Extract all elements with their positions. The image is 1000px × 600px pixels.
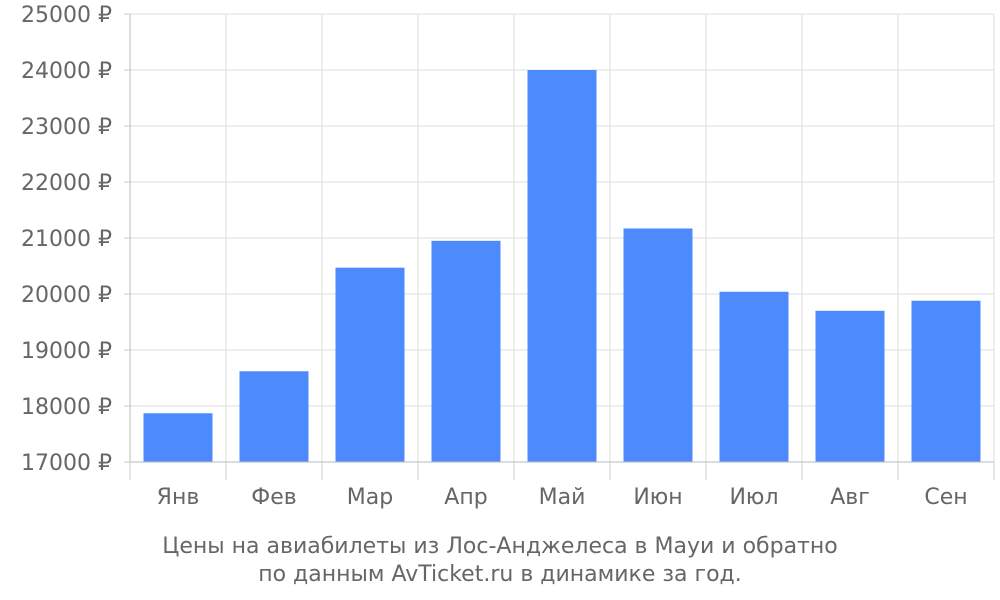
x-tick-label: Мар xyxy=(347,485,393,510)
bars xyxy=(143,70,981,462)
y-tick-label: 19000 ₽ xyxy=(21,339,112,364)
y-tick-labels: 17000 ₽ 18000 ₽ 19000 ₽ 20000 ₽ 21000 ₽ 22000… xyxy=(21,3,112,476)
x-tick-label: Май xyxy=(539,485,586,510)
chart-caption: Цены на авиабилеты из Лос-Анджелеса в Ма… xyxy=(0,533,1000,589)
bar xyxy=(527,70,597,462)
bar xyxy=(335,267,405,462)
y-tick-label: 17000 ₽ xyxy=(21,451,112,476)
bar xyxy=(143,413,213,462)
x-tick-label: Сен xyxy=(924,485,967,510)
x-tick-label: Янв xyxy=(157,485,200,510)
bar xyxy=(431,240,501,462)
x-tick-label: Авг xyxy=(830,485,870,510)
y-tick-label: 25000 ₽ xyxy=(21,3,112,28)
x-tick-label: Фев xyxy=(251,485,296,510)
bar xyxy=(719,291,789,462)
bar xyxy=(815,310,885,462)
y-tick-label: 24000 ₽ xyxy=(21,59,112,84)
bar xyxy=(911,300,981,462)
y-tick-label: 21000 ₽ xyxy=(21,227,112,252)
caption-line-1: Цены на авиабилеты из Лос-Анджелеса в Ма… xyxy=(162,534,838,559)
caption-line-2: по данным AvTicket.ru в динамике за год. xyxy=(258,562,742,587)
bar xyxy=(239,371,309,462)
axes xyxy=(124,13,995,480)
x-tick-label: Июн xyxy=(633,485,682,510)
y-tick-label: 18000 ₽ xyxy=(21,395,112,420)
x-tick-label: Апр xyxy=(444,485,487,510)
y-tick-label: 23000 ₽ xyxy=(21,115,112,140)
y-tick-label: 20000 ₽ xyxy=(21,283,112,308)
y-tick-label: 22000 ₽ xyxy=(21,171,112,196)
x-tick-labels: Янв Фев Мар Апр Май Июн Июл Авг Сен xyxy=(157,485,968,510)
bar xyxy=(623,228,693,462)
x-tick-label: Июл xyxy=(729,485,778,510)
